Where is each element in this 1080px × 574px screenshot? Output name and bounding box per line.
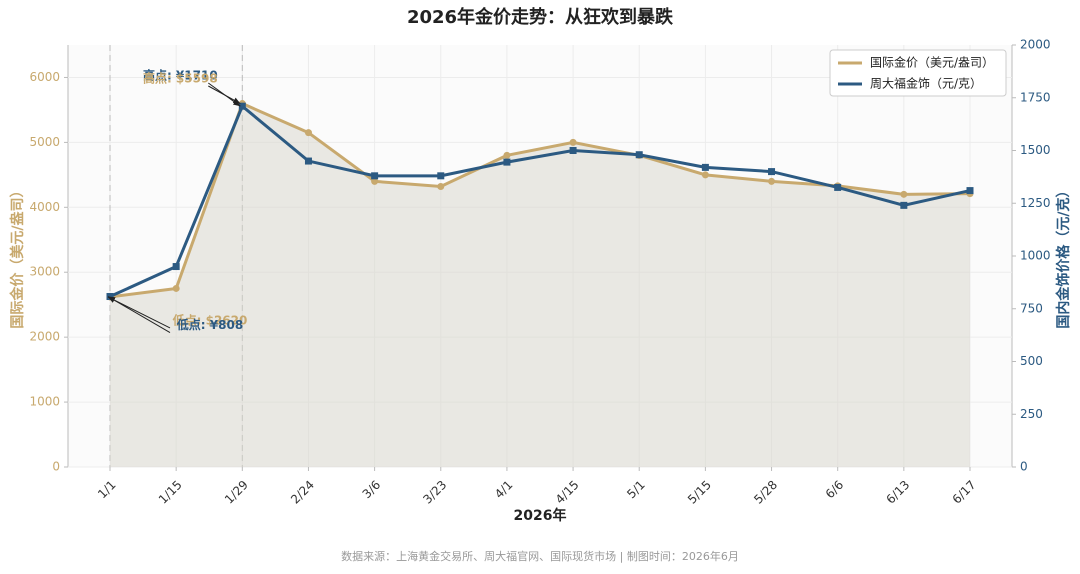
y2-axis-label: 国内金饰价格（元/克）: [1055, 183, 1072, 328]
y2-tick-label: 1250: [1020, 196, 1051, 210]
point: [371, 177, 379, 185]
x-tick-label: 2/24: [288, 478, 317, 507]
x-tick-label: 5/15: [685, 478, 714, 507]
point: [503, 151, 511, 159]
y2-tick-label: 1500: [1020, 143, 1051, 157]
point: [701, 163, 709, 171]
point: [966, 187, 974, 195]
y2-tick-label: 750: [1020, 301, 1043, 315]
legend-label: 周大福金饰（元/克）: [870, 76, 982, 91]
point: [768, 168, 776, 176]
point: [304, 129, 312, 137]
y-tick-label: 5000: [29, 135, 60, 149]
y2-tick-label: 1750: [1020, 90, 1051, 104]
x-axis-label: 2026年: [514, 507, 567, 524]
y-axis-label: 国际金价（美元/盎司）: [9, 183, 26, 328]
annotation-arrow: [208, 85, 241, 104]
source-note: 数据来源：上海黄金交易所、周大福官网、国际现货市场 | 制图时间：2026年6月: [341, 549, 739, 563]
x-tick-label: 3/6: [360, 478, 384, 502]
legend: 国际金价（美元/盎司） 周大福金饰（元/克）: [829, 49, 1007, 97]
point: [635, 151, 643, 159]
x-tick-label: 4/15: [553, 478, 582, 507]
y-tick-label: 0: [52, 460, 60, 474]
annotation: 高点: $5598: [143, 71, 218, 86]
x-tick-label: 1/15: [156, 478, 185, 507]
x-tick-label: 3/23: [420, 478, 449, 507]
point: [371, 172, 379, 180]
point: [172, 284, 180, 292]
point: [834, 183, 842, 191]
point: [172, 263, 180, 271]
y-tick-label: 1000: [29, 395, 60, 409]
point: [569, 138, 577, 146]
x-tick-label: 6/17: [950, 478, 979, 507]
x-tick-label: 5/28: [751, 478, 780, 507]
annotation: 低点: $2620: [172, 312, 248, 327]
point: [304, 157, 312, 165]
point: [569, 147, 577, 154]
annotation-arrow: [107, 296, 171, 333]
x-tick-label: 4/1: [492, 478, 516, 502]
y2-tick-label: 0: [1020, 460, 1028, 474]
x-tick-label: 6/6: [823, 478, 847, 502]
y-tick-label: 3000: [29, 265, 60, 279]
point: [701, 171, 709, 179]
x-tick-label: 6/13: [883, 478, 912, 507]
annotation: 高点: ¥1710: [143, 68, 218, 83]
legend-label: 国际金价（美元/盎司）: [870, 55, 994, 70]
x-tick-label: 1/1: [95, 478, 119, 502]
x-tick-label: 1/29: [222, 478, 251, 507]
area: [110, 103, 970, 468]
y-tick-label: 6000: [29, 70, 60, 84]
point: [503, 158, 511, 166]
y2-tick-label: 250: [1020, 407, 1043, 421]
y-tick-label: 2000: [29, 330, 60, 344]
point: [900, 190, 908, 198]
chart-title: 2026年金价走势：从狂欢到暴跌: [407, 6, 674, 28]
annotation: 低点: ¥808: [176, 317, 243, 332]
point: [768, 177, 776, 185]
y2-tick-label: 500: [1020, 354, 1043, 368]
y-tick-label: 4000: [29, 200, 60, 214]
point: [900, 201, 908, 209]
y2-tick-label: 2000: [1020, 38, 1051, 52]
point: [238, 102, 246, 110]
legend-box: [829, 49, 1007, 97]
y2-tick-label: 1000: [1020, 249, 1051, 263]
point: [437, 183, 445, 191]
point: [437, 172, 445, 180]
series-line: [109, 103, 971, 298]
x-tick-label: 5/1: [624, 478, 648, 502]
